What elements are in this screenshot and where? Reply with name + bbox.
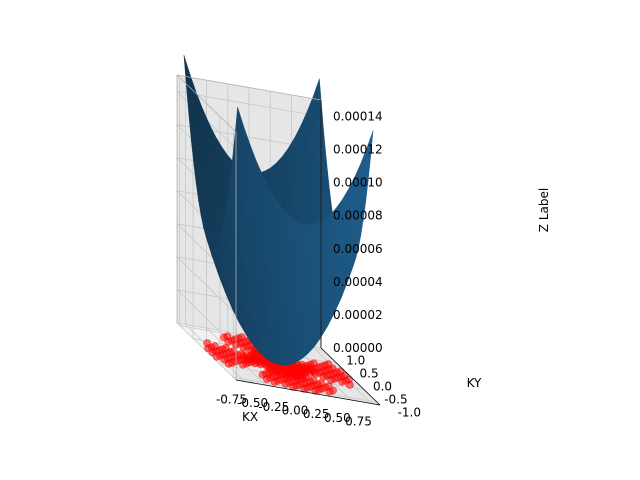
x-axis-line — [235, 379, 381, 406]
scatter-point — [281, 379, 290, 388]
surface-face — [313, 78, 323, 128]
scatter-point — [212, 352, 221, 361]
y-tick-label: 0.5 — [360, 367, 379, 381]
y-tick-label: -1.0 — [398, 405, 421, 419]
pane-edge — [176, 74, 322, 101]
scatter-point — [345, 380, 354, 389]
x-tick-label: -0.50 — [237, 396, 268, 410]
z-tick-label: 0.00012 — [333, 143, 383, 157]
z-tick-label: 0.00008 — [333, 209, 383, 223]
x-tick-label: -0.25 — [258, 400, 289, 414]
pane-edge — [176, 74, 237, 133]
axis-lines — [176, 74, 381, 406]
scatter-point — [270, 378, 279, 386]
z-axis-label: Z Label — [537, 188, 551, 232]
y-tick-label: 0.0 — [373, 380, 392, 394]
x-tick-label: -0.75 — [216, 393, 247, 407]
y-tick-label: 1.0 — [346, 354, 365, 368]
x-tick-label: 0.75 — [345, 415, 372, 429]
scatter-point — [300, 384, 309, 393]
scatter-point — [262, 375, 271, 383]
scatter-point — [311, 386, 320, 395]
y-axis-line — [320, 347, 381, 406]
z-tick-label: 0.00010 — [333, 176, 383, 190]
z-tick-label: 0.00006 — [333, 242, 383, 256]
grid-line-z-left — [176, 256, 237, 315]
x-axis-label: KX — [242, 410, 258, 424]
scatter-point — [239, 360, 247, 369]
scatter-point — [325, 387, 334, 396]
z-tick-label: 0.00002 — [333, 308, 383, 322]
z-tick-label: 0.00004 — [333, 275, 383, 289]
tick-labels: -0.75-0.50-0.250.000.250.500.75-1.0-0.50… — [216, 110, 421, 429]
z-tick-label: 0.00014 — [333, 110, 383, 124]
grid-line-z-right — [176, 91, 322, 117]
scatter-point — [289, 383, 298, 391]
x-tick-label: 0.25 — [303, 407, 330, 421]
surface-face — [364, 130, 374, 175]
scatter-point — [224, 359, 233, 368]
x-tick-label: 0.50 — [324, 411, 351, 425]
y-axis-label: KY — [467, 376, 482, 390]
y-tick-label: -0.5 — [384, 393, 407, 407]
scatter-point — [338, 377, 346, 386]
x-tick-label: 0.00 — [282, 404, 309, 418]
z-tick-label: 0.00000 — [333, 341, 383, 355]
